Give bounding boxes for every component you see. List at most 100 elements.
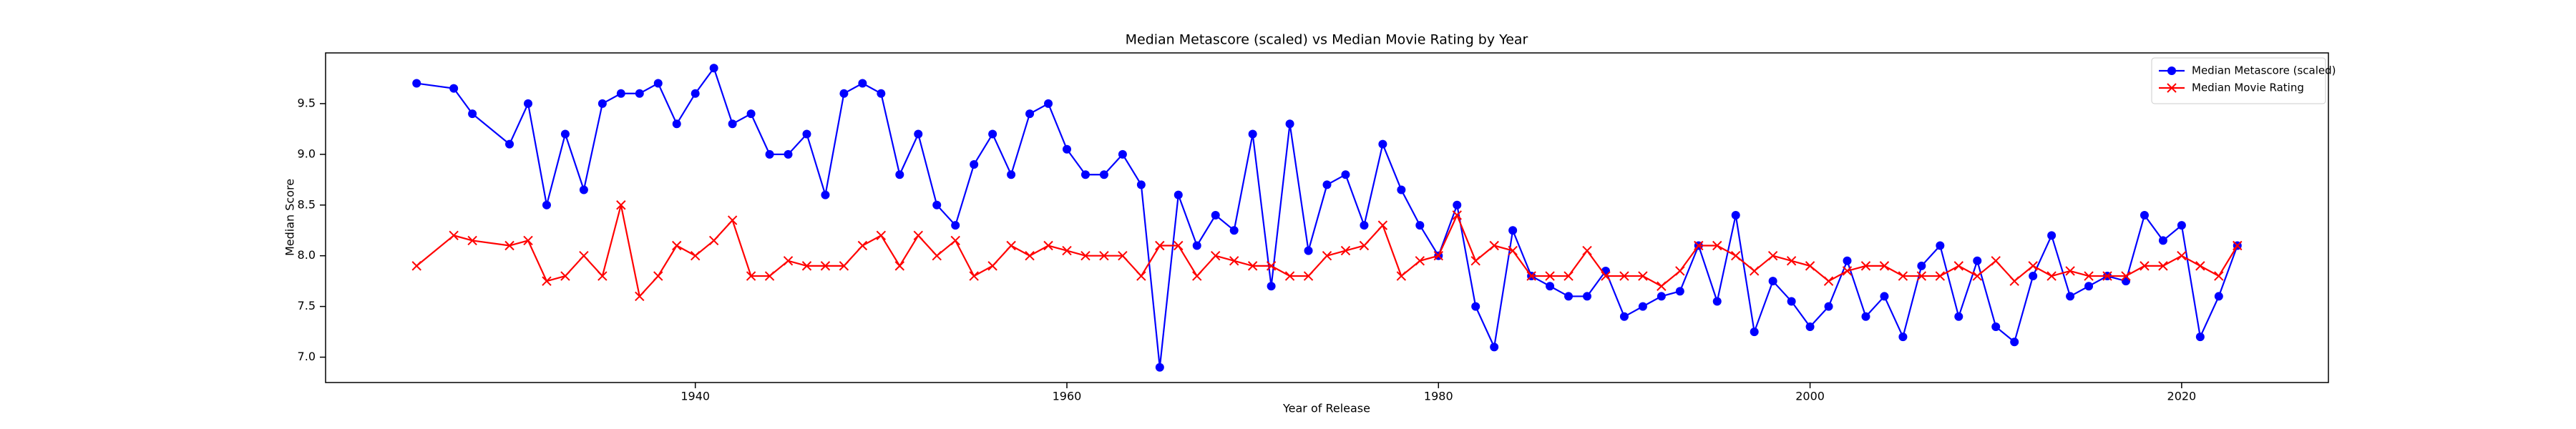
data-point xyxy=(2121,271,2131,281)
data-point xyxy=(746,271,756,281)
data-point xyxy=(783,256,794,266)
data-point xyxy=(1192,271,1202,281)
data-point xyxy=(579,185,588,194)
data-point xyxy=(1340,245,1351,256)
data-point xyxy=(1378,139,1387,149)
data-point xyxy=(560,271,570,281)
series-line xyxy=(416,66,2238,368)
data-point xyxy=(1861,312,1870,321)
data-point xyxy=(2028,261,2038,271)
data-point xyxy=(672,119,681,129)
data-point xyxy=(653,271,663,281)
data-point xyxy=(2140,210,2149,220)
y-axis-label: Median Score xyxy=(283,179,297,256)
y-tick-label: 7.0 xyxy=(298,350,316,363)
data-point xyxy=(821,190,830,199)
data-point xyxy=(1657,281,1667,291)
data-point xyxy=(932,200,942,209)
data-point xyxy=(1303,271,1314,281)
data-point xyxy=(1490,342,1499,352)
data-point xyxy=(1860,261,1871,271)
x-tick-label: 1960 xyxy=(1053,390,1082,403)
data-point xyxy=(894,261,905,271)
data-point xyxy=(1229,256,1239,266)
data-point xyxy=(1341,170,1350,179)
legend-label: Median Metascore (scaled) xyxy=(2192,64,2336,77)
data-point xyxy=(1546,282,1555,291)
data-point xyxy=(635,291,645,302)
data-point xyxy=(1936,241,1945,250)
data-point xyxy=(1545,271,1555,281)
data-point xyxy=(1470,256,1480,266)
x-tick-label: 2000 xyxy=(1795,390,1825,403)
data-point xyxy=(1433,250,1443,261)
data-point xyxy=(1136,180,1146,189)
data-point xyxy=(1526,271,1536,281)
data-point xyxy=(1843,256,1852,265)
data-point xyxy=(1619,312,1629,321)
data-point xyxy=(727,215,738,225)
x-tick-label: 1980 xyxy=(1424,390,1453,403)
data-point xyxy=(1322,250,1332,261)
data-point xyxy=(1675,266,1685,276)
data-point xyxy=(1953,261,1964,271)
data-point xyxy=(1453,200,1462,209)
data-point xyxy=(1377,220,1388,230)
data-point xyxy=(1583,292,1592,301)
data-point xyxy=(1118,149,1127,159)
x-axis-label: Year of Release xyxy=(1282,402,1370,415)
data-point xyxy=(820,261,831,271)
data-point xyxy=(1954,312,1963,321)
data-point xyxy=(987,261,997,271)
data-point xyxy=(2029,272,2038,281)
data-point xyxy=(1731,210,1740,220)
y-tick-label: 9.0 xyxy=(298,147,316,160)
data-point xyxy=(597,99,607,108)
data-point xyxy=(449,84,459,93)
data-point xyxy=(1917,261,1926,270)
data-point xyxy=(708,235,719,246)
y-tick-label: 9.5 xyxy=(298,96,316,109)
data-point xyxy=(412,79,421,88)
data-point xyxy=(2195,332,2205,342)
data-point xyxy=(969,271,979,281)
data-point xyxy=(1898,332,1908,342)
data-point xyxy=(1174,190,1183,199)
data-point xyxy=(1731,250,1741,261)
data-point xyxy=(1304,246,1313,255)
data-point xyxy=(1508,245,1518,256)
legend-marker xyxy=(2167,66,2176,75)
data-point xyxy=(542,276,552,286)
data-point xyxy=(1712,240,1722,251)
data-point xyxy=(523,235,533,246)
data-point xyxy=(1192,241,1201,250)
data-point xyxy=(1786,256,1797,266)
data-point xyxy=(913,230,923,241)
y-tick-label: 8.0 xyxy=(298,248,316,262)
data-point xyxy=(970,160,979,169)
data-point xyxy=(2177,221,2186,230)
data-point xyxy=(1136,271,1146,281)
data-point xyxy=(1062,144,1071,154)
data-point xyxy=(1750,327,1759,337)
data-point xyxy=(2009,276,2019,286)
data-point xyxy=(1675,287,1684,296)
data-point xyxy=(1043,240,1053,251)
data-point xyxy=(1247,261,1258,271)
data-point xyxy=(1080,250,1091,261)
data-point xyxy=(1080,170,1090,179)
x-tick-label: 1940 xyxy=(680,390,710,403)
data-point xyxy=(839,89,849,98)
data-point xyxy=(1118,250,1128,261)
data-point xyxy=(653,79,663,88)
series-line xyxy=(416,204,2238,298)
legend-box xyxy=(2151,57,2326,104)
data-point xyxy=(765,149,774,159)
data-point xyxy=(524,99,533,108)
data-point xyxy=(839,261,849,271)
data-point xyxy=(467,235,477,246)
data-point xyxy=(1359,240,1370,251)
data-point xyxy=(1397,185,1406,194)
data-point xyxy=(597,271,608,281)
